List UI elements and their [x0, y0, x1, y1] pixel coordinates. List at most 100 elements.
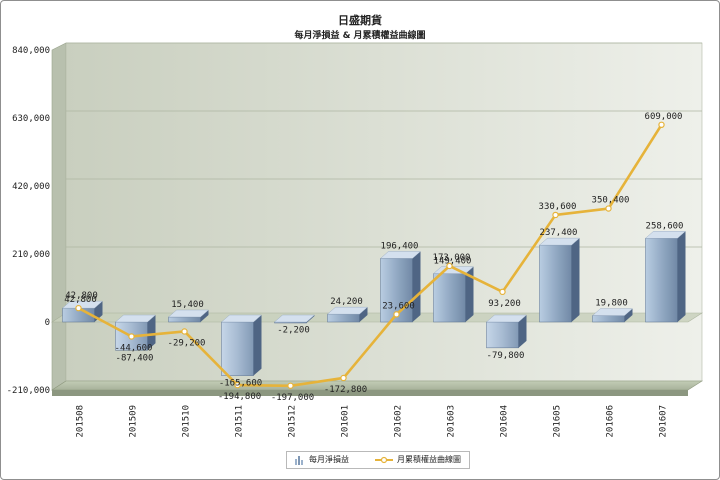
chart-title: 日盛期貨	[338, 14, 382, 27]
line-marker-icon	[375, 456, 393, 463]
x-tick-label: 201607	[659, 405, 669, 438]
x-tick-label: 201606	[606, 405, 616, 438]
equity-point-201509	[128, 333, 135, 340]
equity-point-201601	[340, 374, 347, 382]
legend-label-line: 月累積權益曲線圖	[397, 455, 461, 464]
bar-value-label: 258,600	[646, 221, 684, 231]
bar-top	[61, 300, 104, 309]
bar-side	[677, 231, 686, 322]
equity-point-201603	[446, 262, 453, 270]
line-value-label: 350,400	[592, 196, 630, 206]
y-tick-label: 210,000	[12, 250, 50, 260]
bar-top	[485, 314, 528, 323]
bar-201602	[379, 251, 422, 323]
bar-front	[486, 321, 519, 349]
line-value-label: 42,800	[64, 295, 97, 305]
equity-point-201510	[181, 328, 188, 335]
bar-value-label: 196,400	[381, 241, 419, 251]
bar-value-label: -79,800	[487, 351, 525, 361]
y-tick-label: 630,000	[12, 114, 50, 124]
bar-side	[465, 266, 474, 322]
line-value-label: 609,000	[645, 112, 683, 122]
bar-value-label: 42,800	[65, 291, 98, 301]
floor-edge	[52, 390, 688, 396]
line-value-label: -44,600	[115, 343, 153, 353]
bar-201601	[326, 306, 369, 323]
x-tick-label: 201601	[341, 405, 351, 438]
x-tick-label: 201510	[182, 405, 192, 438]
bar-top	[167, 309, 210, 318]
bar-front	[327, 313, 360, 323]
bar-front	[433, 273, 466, 323]
y-tick-label: -210,000	[7, 386, 50, 396]
x-tick-label: 201508	[76, 405, 86, 438]
bar-201605	[538, 237, 581, 323]
side-wall	[51, 42, 67, 391]
bar-side	[200, 310, 209, 322]
y-tick-label: 420,000	[12, 182, 50, 192]
plot-background	[65, 42, 703, 382]
x-tick-label: 201511	[235, 405, 245, 438]
bar-201511	[220, 314, 263, 376]
legend-label-bar: 每月淨損益	[309, 455, 349, 464]
bar-front	[539, 244, 572, 323]
line-value-label: 93,200	[488, 299, 521, 309]
bar-side	[412, 251, 421, 322]
bar-value-label: -87,400	[116, 353, 154, 363]
bar-top	[114, 314, 157, 323]
bar-201607	[644, 231, 687, 323]
x-tick-label: 201602	[394, 405, 404, 438]
plot-floor	[50, 380, 704, 391]
bar-top	[644, 231, 687, 239]
x-tick-label: 201605	[553, 405, 563, 438]
equity-point-201607	[658, 121, 665, 129]
bar-201606	[591, 308, 634, 323]
bar-top	[326, 306, 369, 315]
equity-line	[77, 124, 663, 388]
legend-item-line: 月累積權益曲線圖	[375, 454, 461, 465]
bar-front	[645, 238, 678, 323]
bar-front	[168, 316, 201, 323]
bar-side	[571, 238, 580, 322]
bar-value-label: 149,400	[434, 257, 472, 267]
line-value-label: -194,800	[218, 392, 261, 402]
bar-value-label: 24,200	[330, 297, 363, 307]
line-value-label: 23,600	[382, 301, 415, 311]
bar-side	[518, 315, 527, 348]
bar-front	[221, 321, 254, 376]
bar-value-label: -165,600	[219, 379, 262, 389]
x-tick-label: 201603	[447, 405, 457, 438]
bar-side	[359, 307, 368, 322]
equity-point-201605	[552, 211, 559, 219]
bar-top	[538, 237, 581, 246]
equity-point-201508	[75, 304, 82, 312]
y-tick-label: 0	[45, 318, 50, 328]
equity-point-201604	[499, 288, 506, 296]
bar-top	[591, 308, 634, 316]
bar-value-label: 237,400	[540, 228, 578, 238]
bar-top	[379, 251, 422, 259]
equity-point-201512	[287, 382, 294, 389]
bar-side	[253, 315, 262, 376]
line-value-label: -29,200	[168, 338, 206, 348]
bar-top	[220, 314, 263, 323]
legend-item-bar: 每月淨損益	[295, 454, 349, 465]
line-value-label: 173,000	[433, 253, 471, 263]
bar-top	[273, 314, 316, 323]
bar-front	[592, 315, 625, 323]
bar-value-label: -2,200	[277, 326, 310, 336]
x-tick-label: 201604	[500, 405, 510, 438]
bar-side	[624, 308, 633, 322]
equity-point-201602	[393, 311, 400, 318]
y-tick-label: 840,000	[12, 46, 50, 56]
legend: 每月淨損益 月累積權益曲線圖	[286, 451, 470, 469]
chart-subtitle: 每月淨損益 & 月累積權益曲線圖	[294, 31, 426, 41]
bar-side	[147, 315, 156, 351]
bar-201512	[273, 314, 316, 324]
bar-value-label: 19,800	[595, 299, 628, 309]
line-value-label: -197,000	[271, 393, 314, 403]
x-tick-label: 201509	[129, 405, 139, 438]
line-value-label: 330,600	[539, 202, 577, 212]
bar-201604	[485, 314, 528, 349]
